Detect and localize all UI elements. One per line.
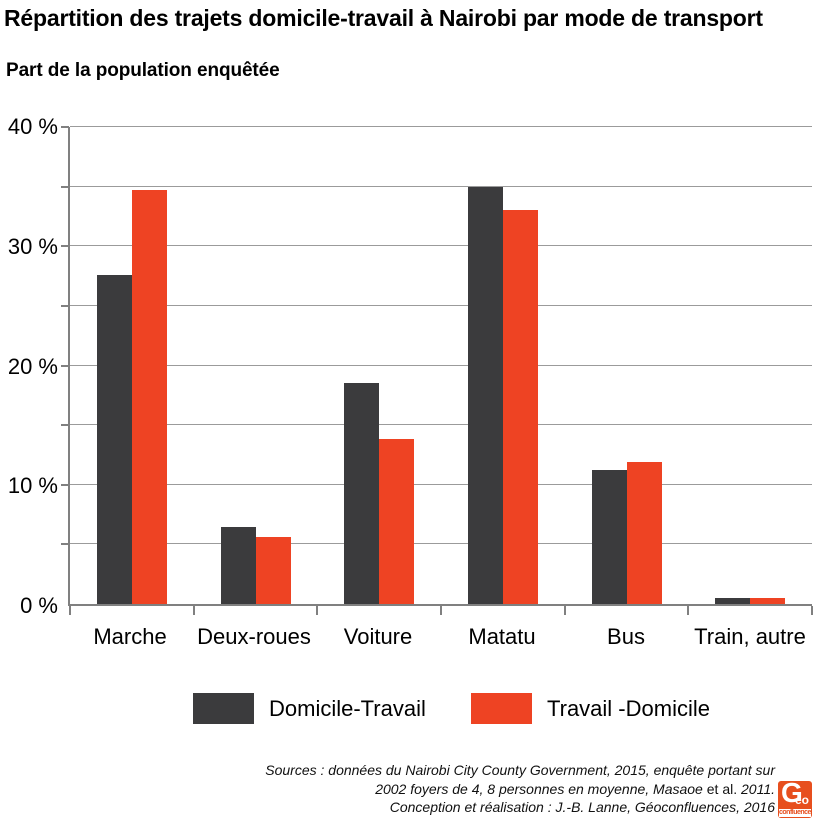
y-axis-tick xyxy=(61,543,69,546)
gridline-25 xyxy=(70,304,812,306)
y-axis-tick xyxy=(61,185,69,188)
bar-domicile-travail-train-autre xyxy=(715,598,751,604)
y-axis-tick-label: 40 % xyxy=(7,114,58,139)
footer-line-2: 2002 foyers de 4, 8 personnes en moyenne… xyxy=(375,780,775,797)
gridline-15 xyxy=(70,424,812,426)
x-axis-tick xyxy=(316,606,319,615)
legend-label: Domicile-Travail xyxy=(269,695,426,721)
gridline-35 xyxy=(70,185,812,187)
gridline-5 xyxy=(70,543,812,545)
footer-line-3: Conception et réalisation : J.-B. Lanne,… xyxy=(389,799,775,815)
legend-swatch xyxy=(193,693,254,724)
gridline-20 xyxy=(70,364,812,366)
chart-subtitle: Part de la population enquêtée xyxy=(6,60,280,81)
legend-label: Travail -Domicile xyxy=(547,695,710,721)
x-axis-tick xyxy=(687,606,690,615)
category-label-deux-roues: Deux-roues xyxy=(197,624,311,649)
bar-travail-domicile-train-autre xyxy=(750,598,786,604)
x-axis-tick xyxy=(440,606,442,615)
category-label-matatu: Matatu xyxy=(468,624,536,649)
logo-subtext: confluences xyxy=(779,809,812,817)
x-axis-tick xyxy=(192,606,195,615)
category-label-bus: Bus xyxy=(607,624,645,649)
logo-accent: éo xyxy=(794,793,809,807)
geoconfluences-logo: G éo confluences xyxy=(778,781,812,818)
y-axis-tick-label: 30 % xyxy=(7,233,58,259)
legend-item-domicile-travail: Domicile-Travail xyxy=(193,693,426,724)
y-axis-tick xyxy=(61,483,69,486)
y-axis-tick xyxy=(61,245,69,248)
bar-domicile-travail-matatu xyxy=(467,186,503,604)
gridline-40 xyxy=(70,126,812,127)
y-axis-tick xyxy=(61,364,69,367)
bar-travail-domicile-voiture xyxy=(379,439,415,604)
bar-domicile-travail-deux-roues xyxy=(220,526,256,604)
legend-swatch xyxy=(471,693,532,724)
x-axis-tick xyxy=(811,606,813,615)
bar-travail-domicile-marche xyxy=(131,190,167,604)
y-axis-tick xyxy=(61,424,69,427)
y-axis-tick-label: 10 % xyxy=(7,473,58,499)
x-axis-tick xyxy=(563,606,566,615)
y-axis-tick xyxy=(61,304,69,307)
x-axis-tick xyxy=(69,606,71,615)
bar-travail-domicile-matatu xyxy=(502,210,538,604)
category-label-marche: Marche xyxy=(93,624,167,649)
gridline-10 xyxy=(70,483,812,485)
legend-item-travail-domicile: Travail -Domicile xyxy=(471,693,710,724)
logo-letter: G xyxy=(781,781,803,808)
gridline-30 xyxy=(70,245,812,247)
y-axis-tick-label: 20 % xyxy=(7,353,58,379)
category-label-voiture: Voiture xyxy=(343,624,413,649)
chart-title: Répartition des trajets domicile-travail… xyxy=(4,5,763,31)
bar-domicile-travail-marche xyxy=(96,274,132,604)
plot-area xyxy=(61,126,813,615)
bar-domicile-travail-voiture xyxy=(344,383,380,604)
bar-domicile-travail-bus xyxy=(591,470,627,604)
bar-travail-domicile-deux-roues xyxy=(255,537,291,604)
category-label-train-autre: Train, autre xyxy=(694,624,806,649)
footer-line-1: Sources : données du Nairobi City County… xyxy=(265,762,775,778)
footer-sources: Sources : données du Nairobi City County… xyxy=(265,761,775,817)
y-axis-tick xyxy=(61,126,69,128)
y-axis-tick-label: 0 % xyxy=(20,593,58,618)
bar-travail-domicile-bus xyxy=(626,462,662,604)
